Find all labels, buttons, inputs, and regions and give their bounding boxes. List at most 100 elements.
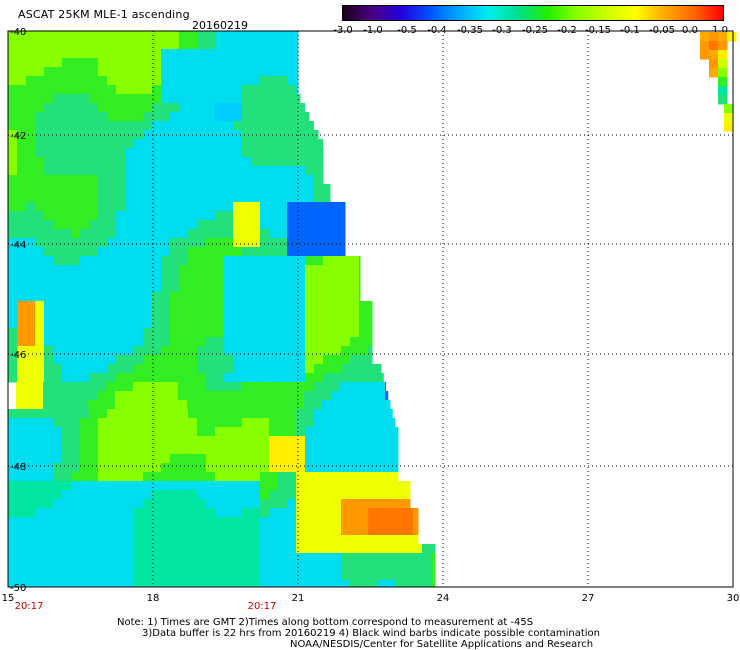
swath-cell	[125, 472, 135, 482]
swath-cell	[134, 130, 144, 140]
swath-cell	[17, 283, 27, 293]
swath-cell	[152, 103, 162, 113]
swath-cell	[269, 238, 279, 248]
swath-cell	[116, 310, 126, 320]
swath-cell	[161, 40, 171, 50]
swath-cell	[287, 193, 297, 203]
swath-cell	[8, 364, 18, 374]
swath-cell	[188, 157, 198, 167]
swath-cell	[286, 391, 296, 401]
swath-cell	[341, 337, 351, 347]
swath-cell	[350, 562, 360, 572]
swath-cell	[242, 76, 252, 86]
swath-cell	[197, 157, 207, 167]
swath-cell	[395, 571, 405, 581]
swath-cell	[107, 157, 117, 167]
swath-cell	[107, 247, 117, 257]
swath-cell	[215, 166, 225, 176]
swath-cell	[43, 400, 53, 410]
swath-cell	[251, 265, 261, 275]
swath-cell	[296, 31, 299, 41]
swath-cell	[170, 544, 180, 554]
swath-cell	[305, 445, 315, 455]
swath-cell	[269, 148, 279, 158]
swath-cell	[368, 472, 378, 482]
swath-cell	[206, 139, 216, 149]
swath-cell	[206, 454, 216, 464]
swath-cell	[79, 391, 89, 401]
swath-cell	[197, 274, 207, 284]
swath-cell	[26, 76, 36, 86]
swath-cell	[305, 472, 315, 482]
swath-cell	[179, 283, 189, 293]
swath-cell	[242, 346, 252, 356]
swath-cell	[296, 121, 306, 131]
swath-cell	[161, 553, 171, 563]
swath-cell	[224, 436, 234, 446]
swath-cell	[62, 49, 72, 59]
swath-cell	[125, 427, 135, 437]
swath-cell	[170, 49, 180, 59]
swath-cell	[188, 103, 198, 113]
swath-cell	[71, 490, 81, 500]
swath-cell	[125, 517, 135, 527]
swath-cell	[98, 247, 108, 257]
swath-cell	[269, 121, 279, 131]
swath-cell	[179, 175, 189, 185]
swath-cell	[287, 76, 297, 86]
swath-cell	[170, 31, 180, 41]
swath-cell	[17, 355, 27, 365]
swath-cell	[8, 40, 18, 50]
swath-cell	[278, 247, 288, 257]
swath-cell	[125, 76, 135, 86]
swath-cell	[269, 220, 279, 230]
swath-cell	[332, 481, 342, 491]
swath-cell	[116, 184, 126, 194]
swath-cell	[98, 256, 108, 266]
swath-cell	[431, 562, 436, 572]
swath-cell	[161, 364, 171, 374]
swath-cell	[197, 328, 207, 338]
swath-cell	[341, 256, 351, 266]
swath-cell	[278, 265, 288, 275]
swath-cell	[80, 256, 90, 266]
swath-cell	[17, 166, 27, 176]
swath-cell	[305, 301, 315, 311]
swath-cell	[134, 265, 144, 275]
swath-cell	[233, 427, 243, 437]
swath-cell	[53, 535, 63, 545]
swath-cell	[251, 373, 261, 383]
swath-cell	[26, 157, 36, 167]
swath-cell	[143, 139, 153, 149]
swath-cell	[233, 238, 243, 248]
swath-cell	[350, 409, 360, 419]
swath-cell	[233, 166, 243, 176]
swath-cell	[188, 544, 198, 554]
swath-cell	[287, 544, 297, 554]
swath-cell	[35, 274, 45, 284]
swath-cell	[413, 562, 423, 572]
swath-cell	[269, 319, 279, 329]
swath-cell	[35, 40, 45, 50]
swath-cell	[242, 40, 252, 50]
swath-cell	[269, 580, 279, 588]
swath-cell	[125, 508, 135, 518]
swath-cell	[709, 41, 719, 51]
swath-cell	[62, 265, 72, 275]
swath-cell	[242, 508, 252, 518]
swath-cell	[359, 328, 369, 338]
swath-cell	[260, 481, 270, 491]
swath-cell	[161, 481, 171, 491]
swath-cell	[134, 346, 144, 356]
swath-cell	[53, 229, 63, 239]
swath-cell	[386, 454, 396, 464]
swath-cell	[287, 238, 297, 248]
swath-cell	[53, 157, 63, 167]
swath-cell	[125, 58, 135, 68]
swath-cell	[233, 40, 243, 50]
swath-cell	[8, 292, 18, 302]
swath-cell	[287, 481, 297, 491]
swath-cell	[206, 310, 216, 320]
swath-cell	[242, 157, 252, 167]
swath-cell	[161, 409, 171, 419]
